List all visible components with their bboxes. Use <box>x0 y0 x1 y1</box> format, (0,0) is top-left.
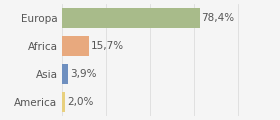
Bar <box>62 92 65 112</box>
Text: 3,9%: 3,9% <box>70 69 97 79</box>
Text: 78,4%: 78,4% <box>201 13 234 23</box>
Text: 2,0%: 2,0% <box>67 97 93 107</box>
Text: 15,7%: 15,7% <box>91 41 124 51</box>
Bar <box>62 8 200 28</box>
Bar <box>62 64 69 84</box>
Bar <box>62 36 89 56</box>
